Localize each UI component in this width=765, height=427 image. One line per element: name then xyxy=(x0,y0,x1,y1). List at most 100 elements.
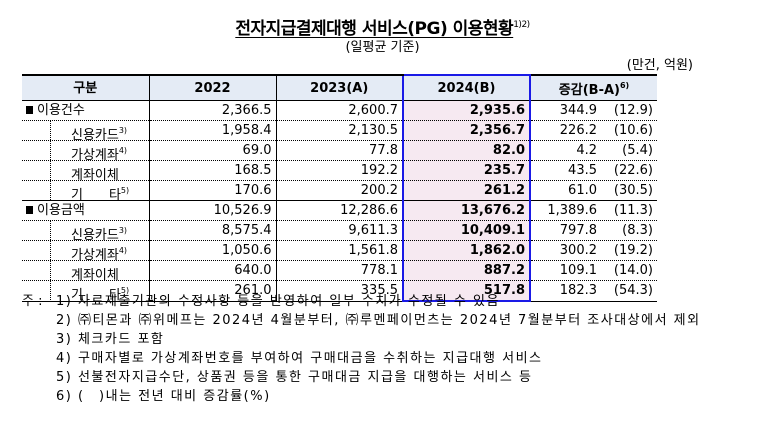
cell-2023: 778.1 xyxy=(275,260,403,281)
row-label-text: 기 타 xyxy=(71,288,121,304)
footnote-text: 5) 선불전자지급수단, 상품권 등을 통한 구매대금 지급을 대행하는 서비스… xyxy=(56,370,533,385)
row-label-text: 신용카드 xyxy=(71,228,119,243)
table-row: 신용카드3) 1,958.4 2,130.5 2,356.7 226.2 (10.… xyxy=(22,120,657,143)
unit-label: (만건, 억원) xyxy=(626,58,693,73)
table-row: 가상계좌4) 69.0 77.8 82.0 4.2 (5.4) xyxy=(22,140,657,163)
row-label-text: 가상계좌 xyxy=(71,248,119,263)
col-header-2023: 2023(A) xyxy=(275,74,403,101)
row-label-text: 신용카드 xyxy=(71,128,119,143)
cell-2022: 2,366.5 xyxy=(148,100,276,121)
footnote-lead xyxy=(22,349,56,368)
row-label-text: 기 타 xyxy=(71,188,121,203)
row-label: 계좌이체 xyxy=(22,260,149,283)
cell-2022: 640.0 xyxy=(148,260,276,281)
cell-change: 797.8 (8.3) xyxy=(530,220,657,241)
cell-2024: 13,676.2 xyxy=(402,200,531,221)
cell-change: 109.1 (14.0) xyxy=(530,260,657,281)
cell-2022: 168.5 xyxy=(148,160,276,181)
table-row: 계좌이체 168.5 192.2 235.7 43.5 (22.6) xyxy=(22,160,657,183)
row-label: 신용카드3) xyxy=(22,120,149,143)
change-footnote: 6) xyxy=(619,81,630,90)
change-pct: (30.5) xyxy=(613,183,653,198)
cell-2023: 77.8 xyxy=(275,140,403,161)
cell-2022: 69.0 xyxy=(148,140,276,161)
change-pct: (54.3) xyxy=(613,283,653,299)
change-pct: (12.9) xyxy=(613,103,653,118)
cell-2022: 1,050.6 xyxy=(148,240,276,261)
table-row: 계좌이체 640.0 778.1 887.2 109.1 (14.0) xyxy=(22,260,657,283)
group-label: 이용건수 xyxy=(22,100,149,121)
table-row-group: 이용금액 10,526.9 12,286.6 13,676.2 1,389.6 (… xyxy=(22,200,657,221)
change-header-text: 증감(B-A) xyxy=(558,83,620,98)
cell-2023: 9,611.3 xyxy=(275,220,403,241)
row-footnote: 5) xyxy=(120,186,130,195)
row-label: 기 타5) xyxy=(22,180,149,203)
footnote-item: 6) ( )내는 전년 대비 증감률(%) xyxy=(22,387,701,406)
change-pct: (14.0) xyxy=(613,263,653,278)
page-title: 전자지급결제대행 서비스(PG) 이용현황1)2) xyxy=(0,14,765,39)
cell-2023: 335.5 xyxy=(275,280,403,302)
change-pct: (10.6) xyxy=(613,123,653,138)
change-pct: (11.3) xyxy=(613,203,653,218)
cell-change: 4.2 (5.4) xyxy=(530,140,657,161)
footnote-item: 4) 구매자별로 가상계좌번호를 부여하여 구매대금을 수취하는 지급대행 서비… xyxy=(22,349,701,368)
footnote-text: 2) ㈜티몬과 ㈜위메프는 2024년 4월분부터, ㈜루멘페이먼츠는 2024… xyxy=(56,313,701,328)
cell-change: 61.0 (30.5) xyxy=(530,180,657,201)
cell-change: 43.5 (22.6) xyxy=(530,160,657,181)
col-header-change: 증감(B-A)6) xyxy=(530,74,657,101)
row-footnote: 3) xyxy=(118,126,128,135)
footnote-item: 5) 선불전자지급수단, 상품권 등을 통한 구매대금 지급을 대행하는 서비스… xyxy=(22,368,701,387)
cell-2024: 517.8 xyxy=(402,280,531,302)
row-label: 계좌이체 xyxy=(22,160,149,183)
row-label: 신용카드3) xyxy=(22,220,149,243)
footnote-text: 4) 구매자별로 가상계좌번호를 부여하여 구매대금을 수취하는 지급대행 서비… xyxy=(56,351,543,366)
cell-2023: 12,286.6 xyxy=(275,200,403,221)
cell-2024: 2,356.7 xyxy=(402,120,531,141)
row-footnote: 5) xyxy=(120,286,130,296)
table-row: 신용카드3) 8,575.4 9,611.3 10,409.1 797.8 (8.… xyxy=(22,220,657,243)
change-value: 43.5 xyxy=(568,163,597,178)
subtitle: (일평균 기준) xyxy=(345,40,420,55)
footnote-lead xyxy=(22,387,56,406)
change-pct: (8.3) xyxy=(622,223,653,238)
row-label: 기 타5) xyxy=(22,280,149,304)
cell-2024: 887.2 xyxy=(402,260,531,281)
table-row: 가상계좌4) 1,050.6 1,561.8 1,862.0 300.2 (19.… xyxy=(22,240,657,263)
change-value: 797.8 xyxy=(559,223,597,238)
cell-2023: 200.2 xyxy=(275,180,403,201)
cell-2024: 261.2 xyxy=(402,180,531,201)
row-footnote: 3) xyxy=(118,226,128,235)
square-bullet-icon xyxy=(26,206,33,214)
footnote-lead xyxy=(22,311,56,330)
cell-change: 300.2 (19.2) xyxy=(530,240,657,261)
pg-usage-table: 구분 2022 2023(A) 2024(B) 증감(B-A)6) 이용건수 2… xyxy=(22,74,657,304)
cell-2022: 261.0 xyxy=(148,280,276,302)
cell-2024: 10,409.1 xyxy=(402,220,531,241)
change-value: 182.3 xyxy=(559,283,597,299)
cell-2023: 2,130.5 xyxy=(275,120,403,141)
cell-2024: 2,935.6 xyxy=(402,100,531,121)
change-value: 109.1 xyxy=(559,263,597,278)
change-value: 4.2 xyxy=(576,143,597,158)
row-label: 가상계좌4) xyxy=(22,240,149,263)
row-footnote: 4) xyxy=(118,146,128,155)
change-value: 300.2 xyxy=(559,243,597,258)
change-pct: (5.4) xyxy=(622,143,653,158)
change-value: 226.2 xyxy=(559,123,597,138)
change-pct: (19.2) xyxy=(613,243,653,258)
footnote-lead: 주 : xyxy=(22,294,43,309)
cell-2024: 82.0 xyxy=(402,140,531,161)
table-row: 기 타5) 170.6 200.2 261.2 61.0 (30.5) xyxy=(22,180,657,203)
change-pct: (22.6) xyxy=(613,163,653,178)
cell-2023: 2,600.7 xyxy=(275,100,403,121)
row-label-text: 가상계좌 xyxy=(71,148,119,163)
footnote-item: 2) ㈜티몬과 ㈜위메프는 2024년 4월분부터, ㈜루멘페이먼츠는 2024… xyxy=(22,311,701,330)
row-label-text: 계좌이체 xyxy=(71,268,119,283)
cell-2023: 192.2 xyxy=(275,160,403,181)
cell-2023: 1,561.8 xyxy=(275,240,403,261)
table-row: 기 타5) 261.0 335.5 517.8 182.3 (54.3) xyxy=(22,280,657,304)
footnotes: 주 : 1) 자료제출기관의 수정사항 등을 반영하여 일부 수치가 수정될 수… xyxy=(22,292,701,406)
cell-2024: 1,862.0 xyxy=(402,240,531,261)
change-value: 1,389.6 xyxy=(547,203,597,218)
footnote-text: 3) 체크카드 포함 xyxy=(56,332,165,347)
